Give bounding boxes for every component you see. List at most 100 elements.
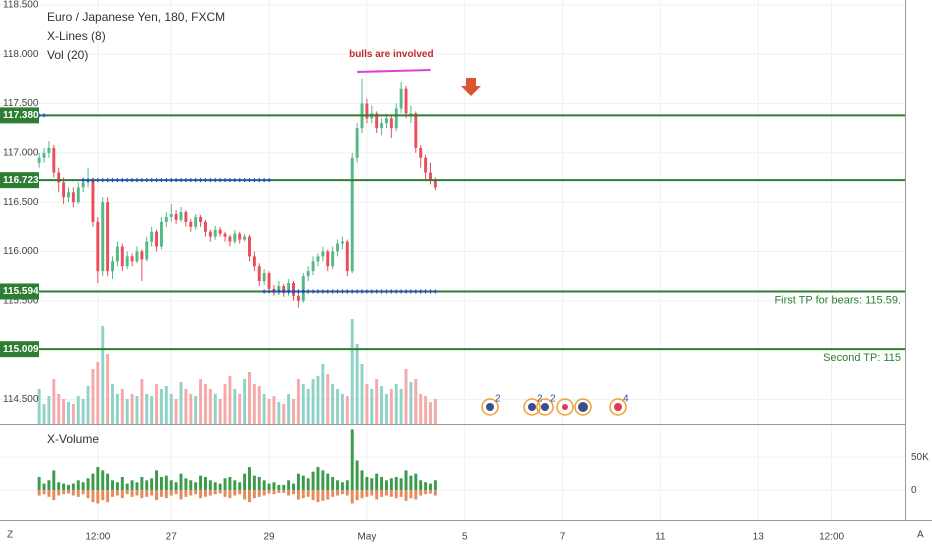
- volume-bar: [370, 389, 374, 424]
- price-label: 115.009: [3, 344, 39, 355]
- x-volume-bar: [360, 490, 364, 499]
- x-volume-bar: [199, 490, 203, 499]
- x-line-cross: [389, 289, 394, 294]
- x-volume-bar: [336, 490, 340, 496]
- volume-bar: [326, 374, 330, 424]
- candle-body: [184, 212, 188, 222]
- x-volume-bar: [301, 475, 305, 491]
- x-volume-bar: [370, 490, 374, 496]
- volume-bar: [287, 394, 291, 424]
- x-volume-bar: [399, 478, 403, 491]
- x-line-cross: [164, 178, 169, 183]
- volume-bar: [252, 384, 256, 424]
- x-volume-bar: [419, 490, 423, 496]
- candle-body: [213, 229, 217, 237]
- x-volume-bar: [67, 484, 70, 491]
- candle-body: [150, 231, 154, 242]
- x-volume-bar: [101, 490, 105, 501]
- volume-bar: [243, 379, 247, 424]
- x-volume-bar: [218, 483, 222, 491]
- x-volume-bar: [282, 484, 286, 491]
- price-label-box: [0, 107, 39, 124]
- x-volume-bar: [252, 475, 256, 491]
- event-dot: [614, 403, 622, 411]
- x-volume-bar: [208, 490, 212, 496]
- x-volume-bar: [272, 482, 276, 491]
- x-volume-bar: [91, 490, 95, 503]
- candle-body: [81, 182, 85, 188]
- ui-button[interactable]: A: [917, 530, 924, 541]
- x-volume-bar: [62, 490, 66, 495]
- candle-body: [203, 221, 207, 232]
- candle-body: [321, 251, 325, 257]
- volume-bar: [91, 369, 95, 424]
- candle-body: [208, 231, 212, 237]
- x-line-cross: [276, 289, 281, 294]
- x-line-cross: [281, 289, 286, 294]
- x-line-cross: [105, 178, 110, 183]
- x-volume-bar: [287, 480, 291, 491]
- candle-body: [248, 236, 251, 257]
- volume-bar: [301, 384, 305, 424]
- x-line-cross: [159, 178, 164, 183]
- x-volume-bar: [292, 490, 295, 495]
- volume-bar: [321, 364, 325, 424]
- y-tick-label: 115.500: [3, 295, 39, 306]
- volume-bar: [336, 389, 340, 424]
- x-volume-bar: [199, 475, 203, 491]
- x-line-cross: [247, 178, 252, 183]
- x-volume-bar: [311, 490, 315, 501]
- ui-button[interactable]: Z: [7, 530, 13, 541]
- volume-bar: [184, 389, 188, 424]
- x-volume-bar: [380, 490, 384, 497]
- annotation: bulls are involved: [349, 49, 433, 60]
- candle-body: [380, 123, 384, 129]
- x-volume-bar: [164, 490, 168, 499]
- y-tick-label: 116.500: [3, 197, 39, 208]
- x-volume-bar: [311, 471, 315, 491]
- x-volume-bar: [125, 483, 129, 491]
- candle-body: [282, 285, 286, 293]
- x-line-cross: [42, 113, 47, 118]
- x-line-cross: [330, 289, 335, 294]
- x-line-cross: [81, 178, 86, 183]
- x-line-cross: [139, 178, 144, 183]
- x-volume-bar: [306, 490, 310, 497]
- candle-body: [233, 233, 237, 242]
- x-volume-bar: [389, 490, 393, 497]
- x-volume-bar: [316, 467, 320, 491]
- x-line-cross: [404, 289, 409, 294]
- candle-body: [62, 182, 66, 198]
- volume-bar: [169, 394, 173, 424]
- volume-bar: [248, 372, 251, 424]
- x-volume-bar: [135, 482, 139, 491]
- event-count: 2: [495, 394, 501, 405]
- x-volume-bar: [345, 480, 349, 491]
- volume-bar: [223, 384, 227, 424]
- x-volume-bar: [91, 473, 95, 491]
- event-dot: [541, 403, 549, 411]
- volume-bar: [140, 379, 144, 424]
- price-label: 115.594: [3, 286, 39, 297]
- x-volume-bar: [345, 490, 349, 496]
- x-volume-bar: [399, 490, 403, 497]
- y-tick-label: 117.000: [3, 147, 39, 158]
- volume-bar: [292, 399, 295, 424]
- x-volume-bar: [86, 478, 90, 491]
- candle-body: [311, 261, 315, 272]
- x-volume-bar: [194, 482, 198, 491]
- x-line-cross: [193, 178, 198, 183]
- x-line-cross: [408, 289, 413, 294]
- x-volume-bar: [194, 490, 198, 495]
- x-volume-bar: [380, 476, 384, 491]
- x-volume-bar: [62, 483, 66, 491]
- x-line-cross: [345, 289, 350, 294]
- x-line-cross: [179, 178, 183, 183]
- candle-body: [399, 88, 403, 109]
- volume-bar: [174, 399, 178, 424]
- x-volume-bar: [433, 490, 437, 496]
- pane-title: X-Volume: [47, 432, 99, 446]
- candle-body: [37, 157, 41, 163]
- indicator-legend: Vol (20): [47, 48, 88, 62]
- x-volume-bar: [296, 473, 300, 491]
